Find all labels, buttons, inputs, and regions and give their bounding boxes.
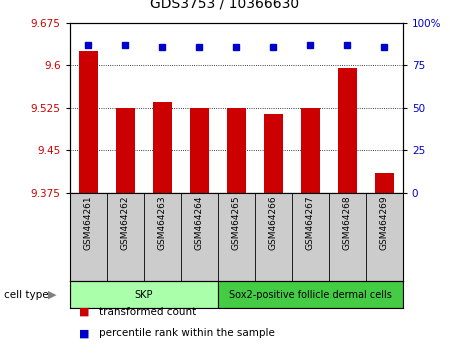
Text: GDS3753 / 10366630: GDS3753 / 10366630 — [150, 0, 300, 11]
Bar — [218, 281, 403, 308]
Bar — [70, 281, 218, 308]
Text: GSM464267: GSM464267 — [306, 195, 315, 250]
Text: cell type: cell type — [4, 290, 49, 300]
Bar — [153, 102, 171, 193]
Bar — [264, 114, 283, 193]
Text: SKP: SKP — [135, 290, 153, 300]
Text: transformed count: transformed count — [99, 307, 196, 316]
Text: GSM464266: GSM464266 — [269, 195, 278, 250]
Text: ▶: ▶ — [48, 290, 56, 300]
Text: GSM464269: GSM464269 — [380, 195, 389, 250]
Bar — [227, 108, 246, 193]
Bar — [190, 108, 208, 193]
Text: GSM464264: GSM464264 — [195, 195, 204, 250]
Bar — [301, 108, 320, 193]
Text: GSM464261: GSM464261 — [84, 195, 93, 250]
Text: ■: ■ — [79, 329, 89, 338]
Text: Sox2-positive follicle dermal cells: Sox2-positive follicle dermal cells — [229, 290, 392, 300]
Text: GSM464268: GSM464268 — [343, 195, 352, 250]
Bar — [375, 173, 393, 193]
Text: GSM464262: GSM464262 — [121, 195, 130, 250]
Text: GSM464263: GSM464263 — [158, 195, 167, 250]
Bar — [79, 51, 98, 193]
Bar — [116, 108, 135, 193]
Bar — [338, 68, 356, 193]
Text: percentile rank within the sample: percentile rank within the sample — [99, 329, 275, 338]
Text: ■: ■ — [79, 307, 89, 316]
Text: GSM464265: GSM464265 — [232, 195, 241, 250]
